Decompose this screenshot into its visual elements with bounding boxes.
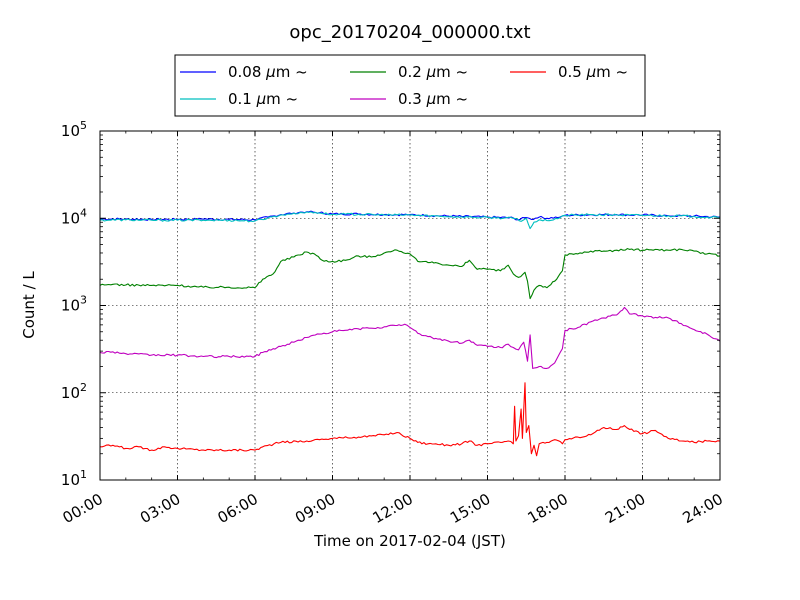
- x-tick-label: 09:00: [292, 490, 338, 527]
- legend-label-0.2: 0.2 μm ~: [398, 63, 468, 81]
- y-tick-label: 104: [61, 206, 87, 227]
- legend-label-0.5: 0.5 μm ~: [558, 63, 628, 81]
- y-tick-label: 101: [61, 468, 87, 489]
- legend-box: [174, 54, 646, 117]
- series-line-0.3: [99, 306, 721, 369]
- x-tick-label: 00:00: [60, 490, 106, 527]
- x-tick-label: 12:00: [370, 490, 416, 527]
- plot-frame: [99, 130, 721, 481]
- y-tick-label: 105: [61, 119, 87, 140]
- x-tick-label: 03:00: [137, 490, 183, 527]
- y-tick-label: 102: [61, 381, 87, 402]
- series-lines: [99, 210, 721, 457]
- x-tick-labels: 00:00 03:00 06:00 09:00 12:00 15:00 18:00 21:00…: [60, 490, 726, 527]
- legend-label-0.08: 0.08 μm ~: [228, 63, 308, 81]
- gridlines: [100, 131, 720, 480]
- series-line-0.1: [99, 211, 721, 230]
- x-tick-label: 15:00: [447, 490, 493, 527]
- series-line-0.5: [100, 382, 721, 457]
- x-tick-label: 18:00: [525, 490, 571, 527]
- series-line-0.2: [99, 248, 721, 300]
- legend-label-0.1: 0.1 μm ~: [228, 90, 298, 108]
- legend: 0.08 μm ~ 0.1 μm ~ 0.2 μm ~ 0.3 μm ~ 0.5 μm …: [174, 54, 646, 117]
- x-tick-label: 24:00: [680, 490, 726, 527]
- y-tick-labels: 101 102 103 104 105: [61, 119, 87, 489]
- plot-area: [99, 130, 721, 481]
- legend-label-0.3: 0.3 μm ~: [398, 90, 468, 108]
- x-tick-label: 21:00: [602, 490, 648, 527]
- x-axis-label: Time on 2017-02-04 (JST): [313, 532, 506, 550]
- y-axis-label: Count / L: [20, 271, 38, 339]
- y-tick-label: 103: [61, 294, 87, 315]
- chart-title: opc_20170204_000000.txt: [289, 22, 530, 43]
- x-tick-label: 06:00: [215, 490, 261, 527]
